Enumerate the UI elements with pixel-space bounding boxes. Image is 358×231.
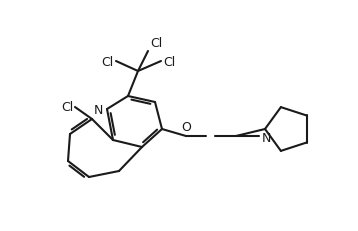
Text: N: N [261,131,271,144]
Text: O: O [181,121,191,134]
Text: Cl: Cl [150,37,162,50]
Text: N: N [94,104,103,117]
Text: Cl: Cl [61,101,73,114]
Text: Cl: Cl [102,55,114,68]
Text: Cl: Cl [163,55,175,68]
